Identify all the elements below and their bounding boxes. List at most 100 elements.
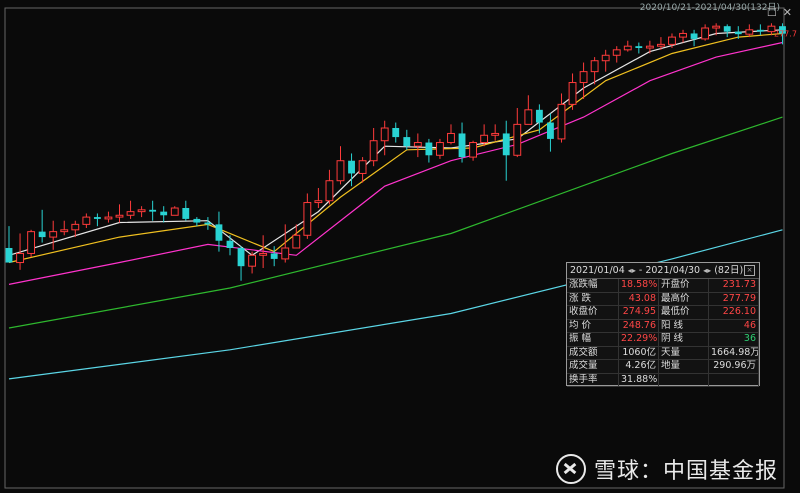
range-days: (82日)	[714, 265, 744, 276]
candle-body-down	[215, 224, 223, 241]
candle-body-down	[547, 122, 554, 139]
square-icon[interactable]: ☐	[766, 6, 777, 19]
stat-label	[659, 373, 709, 387]
candle-body-up	[380, 127, 389, 142]
candle-body-up	[513, 123, 522, 156]
stat-label: 成交量	[567, 360, 619, 374]
candle-body-up	[579, 71, 588, 84]
stat-value	[709, 373, 759, 387]
candle-body-down	[502, 133, 510, 156]
watermark: 雪球 ： 中国基金报	[556, 453, 778, 485]
stat-label: 最低价	[659, 306, 709, 320]
stat-label: 成交额	[567, 346, 619, 360]
candle-body-up	[612, 49, 621, 56]
candle-body-down	[458, 133, 466, 158]
candle-body-up	[259, 252, 268, 256]
candle-body-down	[237, 248, 245, 267]
close-icon[interactable]: ✕	[782, 6, 792, 19]
candle-body-down	[690, 33, 698, 39]
stat-label: 收盘价	[567, 306, 619, 320]
candle-body-up	[657, 43, 665, 47]
candle-body-down	[425, 142, 433, 156]
candle-body-up	[126, 211, 135, 216]
candle-body-down	[635, 46, 643, 48]
watermark-account: 中国基金报	[663, 459, 779, 484]
candle-body-up	[436, 142, 444, 156]
range-separator: -	[638, 265, 643, 276]
range-start: 2021/01/04	[570, 265, 625, 276]
stat-value: 46	[709, 319, 759, 333]
candle-body-down	[734, 31, 742, 35]
price-tag: 277.7	[774, 30, 797, 39]
candle-body-up	[469, 142, 478, 158]
candle-body-up	[137, 209, 146, 213]
stat-label: 涨跌幅	[567, 279, 619, 293]
ma-line-ma20	[8, 41, 783, 285]
close-icon[interactable]: ×	[744, 265, 755, 276]
candle-body-down	[226, 240, 234, 248]
candle-body-up	[679, 32, 687, 38]
stat-value: 22.29%	[619, 333, 659, 347]
candle-body-down	[5, 248, 13, 263]
candle-body-down	[182, 208, 190, 219]
candle-body-up	[767, 25, 776, 33]
candle-body-up	[104, 216, 113, 220]
candle-body-down	[392, 128, 400, 138]
candle-body-up	[601, 54, 610, 62]
watermark-brand: 雪球	[594, 459, 641, 484]
snowball-logo-icon	[556, 454, 586, 484]
range-end-arrows-icon[interactable]: ◂▸	[703, 266, 712, 275]
candle-body-up	[27, 231, 36, 254]
candle-body-up	[568, 82, 577, 105]
candle-body-up	[701, 27, 710, 40]
candle-body-up	[60, 229, 69, 233]
stat-label: 最高价	[659, 292, 709, 306]
candle-body-up	[712, 25, 721, 29]
candle-body-down	[756, 29, 764, 32]
panel-header: 2021/01/04 ◂▸ - 2021/04/30 ◂▸ (82日) ×	[567, 263, 759, 279]
stat-value: 43.08	[619, 292, 659, 306]
candle-body-up	[325, 180, 334, 202]
stat-value: 31.88%	[619, 373, 659, 387]
ma-line-ma5	[8, 29, 783, 257]
candle-body-down	[193, 218, 201, 223]
interval-stats-panel: 2021/01/04 ◂▸ - 2021/04/30 ◂▸ (82日) × 涨跌…	[566, 262, 760, 387]
stat-label: 换手率	[567, 373, 619, 387]
watermark-separator: ：	[640, 459, 664, 484]
candle-body-down	[403, 137, 411, 147]
candle-body-up	[49, 231, 58, 238]
candle-body-up	[447, 132, 455, 144]
candle-body-up	[645, 45, 654, 49]
candle-body-up	[170, 207, 179, 216]
stat-label: 开盘价	[659, 279, 709, 293]
candle-body-up	[281, 247, 290, 260]
candle-body-up	[248, 254, 257, 267]
candle-body-down	[348, 160, 355, 174]
candle-body-down	[38, 231, 46, 238]
candle-body-down	[723, 26, 731, 32]
candle-body-up	[557, 103, 566, 140]
chart-frame	[4, 7, 785, 489]
stat-label: 地量	[659, 360, 709, 374]
candle-body-up	[590, 60, 599, 73]
range-start-arrows-icon[interactable]: ◂▸	[627, 266, 636, 275]
candle-body-up	[413, 142, 422, 147]
candle-body-up	[745, 29, 754, 35]
stat-value: 1664.98万	[709, 346, 759, 360]
stat-label: 振 幅	[567, 333, 619, 347]
ma-line-ma60	[8, 116, 783, 329]
stat-value: 274.95	[619, 306, 659, 320]
candle-body-down	[160, 211, 168, 216]
stat-label: 均 价	[567, 319, 619, 333]
candle-body-up	[369, 140, 378, 162]
corner-controls: ☐ ✕	[761, 6, 792, 19]
candle-body-up	[292, 234, 301, 249]
candle-body-up	[303, 202, 312, 236]
candle-body-down	[149, 209, 157, 212]
stat-value: 248.76	[619, 319, 659, 333]
candle-body-up	[480, 134, 489, 144]
candle-body-up	[115, 214, 124, 218]
stat-label: 阳 线	[659, 319, 709, 333]
candle-body-up	[82, 216, 91, 225]
